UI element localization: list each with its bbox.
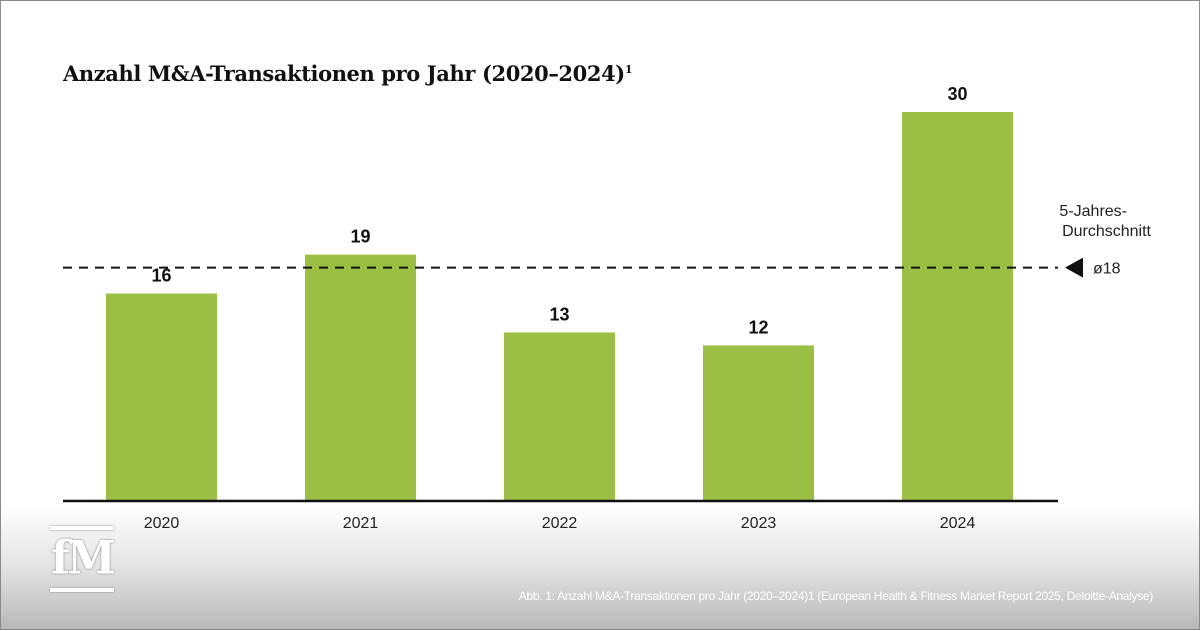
chart-title: Anzahl M&A-Transaktionen pro Jahr (2020–…: [63, 61, 633, 86]
fm-logo: fM: [48, 526, 116, 594]
logo-bar-bottom: [50, 588, 114, 592]
title-footnote: 1: [624, 63, 633, 76]
bar-2020: [106, 293, 217, 501]
x-tick-label-2023: 2023: [741, 515, 777, 532]
data-label-2022: 13: [549, 304, 569, 324]
average-marker-triangle: [1065, 257, 1083, 278]
bar-2023: [703, 345, 814, 501]
x-tick-label-2021: 2021: [343, 515, 379, 532]
x-tick-label-2024: 2024: [940, 515, 976, 532]
bar-2021: [305, 254, 416, 501]
average-label-line1: 5-Jahres-: [1059, 203, 1127, 220]
x-tick-label-2022: 2022: [542, 515, 578, 532]
average-label-line2: Durchschnitt: [1062, 223, 1151, 240]
data-label-2020: 16: [151, 266, 171, 286]
logo-bar-top: [50, 526, 114, 530]
x-tick-label-2020: 2020: [144, 515, 180, 532]
chart-title-text: Anzahl M&A-Transaktionen pro Jahr (2020–…: [63, 61, 625, 86]
data-label-2021: 19: [350, 227, 370, 247]
bar-2022: [504, 332, 615, 501]
bar-2024: [902, 112, 1013, 501]
data-label-2024: 30: [947, 84, 967, 104]
average-value-label: ø18: [1093, 261, 1121, 278]
logo-text: fM: [51, 531, 116, 586]
figure-caption: Abb. 1: Anzahl M&A-Transaktionen pro Jah…: [518, 589, 1154, 603]
data-label-2023: 12: [748, 317, 768, 337]
